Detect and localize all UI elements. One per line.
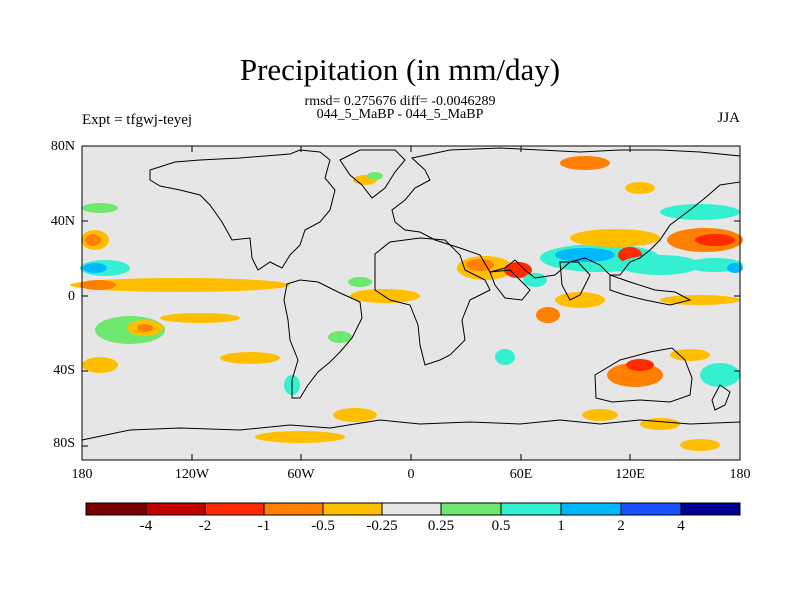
coastline-africa — [374, 237, 491, 366]
colorbar-label: -4 — [139, 518, 153, 534]
colorbar-label: -1 — [257, 518, 271, 534]
anomaly-blob — [660, 295, 740, 305]
anomaly-blob — [626, 359, 654, 371]
colorbar-label: 4 — [677, 518, 685, 534]
anomaly-blob — [333, 408, 377, 422]
lon-label: 180 — [729, 467, 751, 482]
experiment-label: Expt = tfgwj-teyej — [82, 112, 193, 128]
lon-label: 120W — [174, 467, 210, 482]
colorbar-swatch — [145, 502, 206, 516]
anomaly-blob — [495, 349, 515, 365]
coastline-eurasia — [391, 147, 741, 279]
anomaly-blob — [160, 313, 240, 323]
anomaly-blob — [620, 255, 700, 275]
anomaly-blob — [348, 277, 372, 287]
anomaly-blob — [660, 204, 740, 220]
anomaly-blob — [504, 262, 532, 278]
colorbar-label: -2 — [198, 518, 212, 534]
coastline-south-america — [283, 279, 363, 399]
colorbar-swatch — [500, 502, 562, 516]
lon-label: 120E — [615, 467, 645, 482]
anomaly-blob — [727, 263, 743, 273]
colorbar-swatch — [560, 502, 622, 516]
map-background — [82, 146, 740, 460]
anomaly-blob — [137, 324, 153, 332]
colorbar-swatch — [263, 502, 324, 516]
anomaly-blob — [83, 263, 107, 273]
anomaly-blob — [582, 409, 618, 421]
anomaly-blob — [695, 234, 735, 246]
anomaly-blob — [625, 182, 655, 194]
coastline-greenland — [339, 149, 406, 199]
colorbar-label: 1 — [557, 518, 565, 534]
colorbar — [85, 502, 741, 516]
colorbar-label: -0.5 — [311, 518, 335, 534]
coastline-north-america — [149, 149, 336, 271]
lon-label: 60E — [509, 467, 533, 482]
anomaly-blob — [536, 307, 560, 323]
colorbar-swatch — [85, 502, 147, 516]
lat-label: 40S — [53, 363, 75, 378]
colorbar-swatch — [381, 502, 442, 516]
anomaly-blob — [670, 349, 710, 361]
lat-label: 80N — [50, 139, 75, 154]
axis-ticks — [82, 145, 740, 460]
anomaly-blob — [70, 278, 290, 292]
anomaly-blob — [328, 331, 352, 343]
coastline-antarctica — [81, 419, 741, 441]
anomaly-blob — [82, 203, 118, 213]
lat-label: 0 — [68, 289, 75, 304]
colorbar-swatch — [322, 502, 383, 516]
coastline-australia — [594, 347, 693, 403]
colorbar-swatch — [204, 502, 265, 516]
anomaly-blob — [640, 418, 680, 430]
lon-label: 60W — [287, 467, 315, 482]
anomaly-fields — [70, 156, 743, 451]
anomaly-blob — [85, 234, 101, 246]
stats-line: rmsd= 0.275676 diff= -0.0046289 — [304, 94, 496, 109]
anomaly-blob — [255, 431, 345, 443]
anomaly-blob — [700, 363, 740, 387]
anomaly-blob — [466, 259, 494, 271]
anomaly-blob — [570, 229, 660, 247]
coastline-arabia — [489, 269, 531, 301]
anomaly-blob — [523, 273, 547, 287]
anomaly-blob — [680, 439, 720, 451]
coastline-india — [559, 261, 591, 301]
coastlines — [81, 147, 741, 441]
season-label: JJA — [717, 110, 740, 126]
colorbar-label: 0.25 — [427, 518, 455, 534]
lon-label: 0 — [407, 467, 415, 482]
colorbar-swatch — [620, 502, 682, 516]
plot-title: Precipitation (in mm/day) — [239, 52, 561, 87]
colorbar-swatch — [680, 502, 741, 516]
anomaly-blob — [350, 289, 420, 303]
lat-label: 40N — [50, 214, 75, 229]
anomaly-blob — [82, 357, 118, 373]
anomaly-blob — [367, 172, 383, 180]
coastline-new-zealand — [711, 384, 731, 411]
case-line: 044_5_MaBP - 044_5_MaBP — [316, 107, 484, 122]
anomaly-blob — [220, 352, 280, 364]
colorbar-swatch — [440, 502, 502, 516]
colorbar-label: 2 — [617, 518, 625, 534]
colorbar-label: -0.25 — [366, 518, 398, 534]
lat-label: 80S — [53, 436, 75, 451]
anomaly-blob — [555, 248, 615, 262]
anomaly-blob — [80, 280, 116, 290]
colorbar-label: 0.5 — [491, 518, 511, 534]
anomaly-blob — [560, 156, 610, 170]
coastline-southeast-asia — [609, 274, 692, 306]
lon-label: 180 — [71, 467, 93, 482]
